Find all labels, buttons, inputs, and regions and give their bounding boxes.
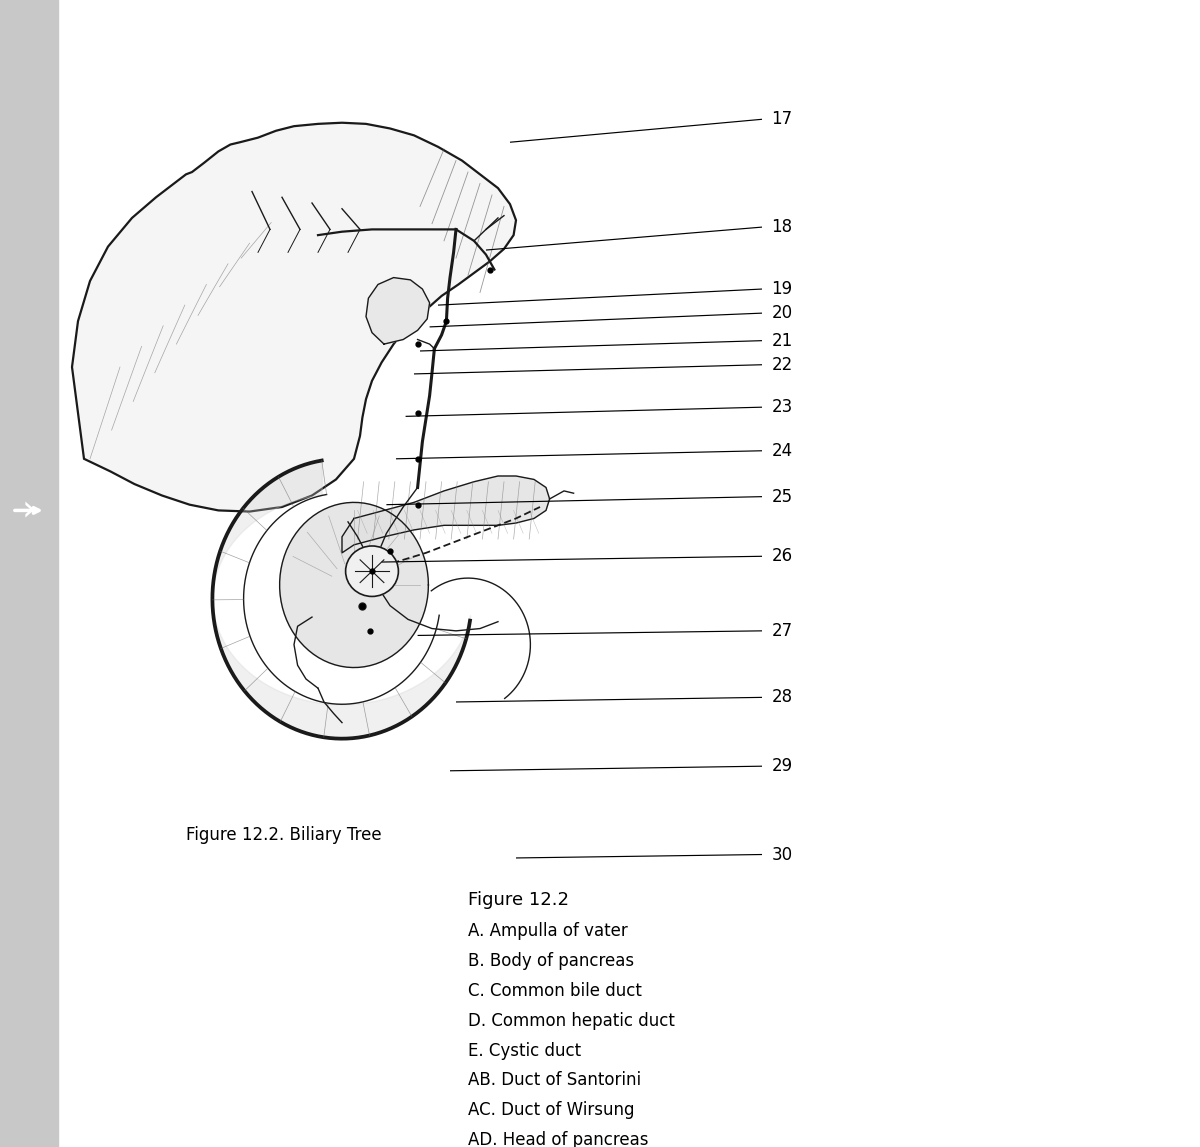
Text: 26: 26 <box>772 547 793 565</box>
Text: 28: 28 <box>772 688 793 707</box>
Polygon shape <box>342 476 550 553</box>
Text: 25: 25 <box>772 487 793 506</box>
Text: A. Ampulla of vater: A. Ampulla of vater <box>468 922 628 941</box>
Text: Figure 12.2: Figure 12.2 <box>468 891 569 910</box>
Text: 24: 24 <box>772 442 793 460</box>
Text: 17: 17 <box>772 110 793 128</box>
Text: B. Body of pancreas: B. Body of pancreas <box>468 952 634 970</box>
Text: AD. Head of pancreas: AD. Head of pancreas <box>468 1131 648 1147</box>
Text: 18: 18 <box>772 218 793 236</box>
Text: E. Cystic duct: E. Cystic duct <box>468 1041 581 1060</box>
Circle shape <box>346 546 398 596</box>
Text: AB. Duct of Santorini: AB. Duct of Santorini <box>468 1071 641 1090</box>
Text: 30: 30 <box>772 845 793 864</box>
Polygon shape <box>366 278 430 344</box>
Text: ›: › <box>22 493 36 528</box>
Text: 22: 22 <box>772 356 793 374</box>
Text: 27: 27 <box>772 622 793 640</box>
Text: 23: 23 <box>772 398 793 416</box>
Text: 29: 29 <box>772 757 793 775</box>
Text: 20: 20 <box>772 304 793 322</box>
Text: 21: 21 <box>772 331 793 350</box>
Text: AC. Duct of Wirsung: AC. Duct of Wirsung <box>468 1101 635 1119</box>
Text: D. Common hepatic duct: D. Common hepatic duct <box>468 1012 674 1030</box>
Text: Figure 12.2. Biliary Tree: Figure 12.2. Biliary Tree <box>186 826 382 844</box>
Text: 19: 19 <box>772 280 793 298</box>
Polygon shape <box>280 502 428 668</box>
Text: C. Common bile duct: C. Common bile duct <box>468 982 642 1000</box>
Bar <box>0 0 58 1147</box>
PathPatch shape <box>72 123 516 512</box>
